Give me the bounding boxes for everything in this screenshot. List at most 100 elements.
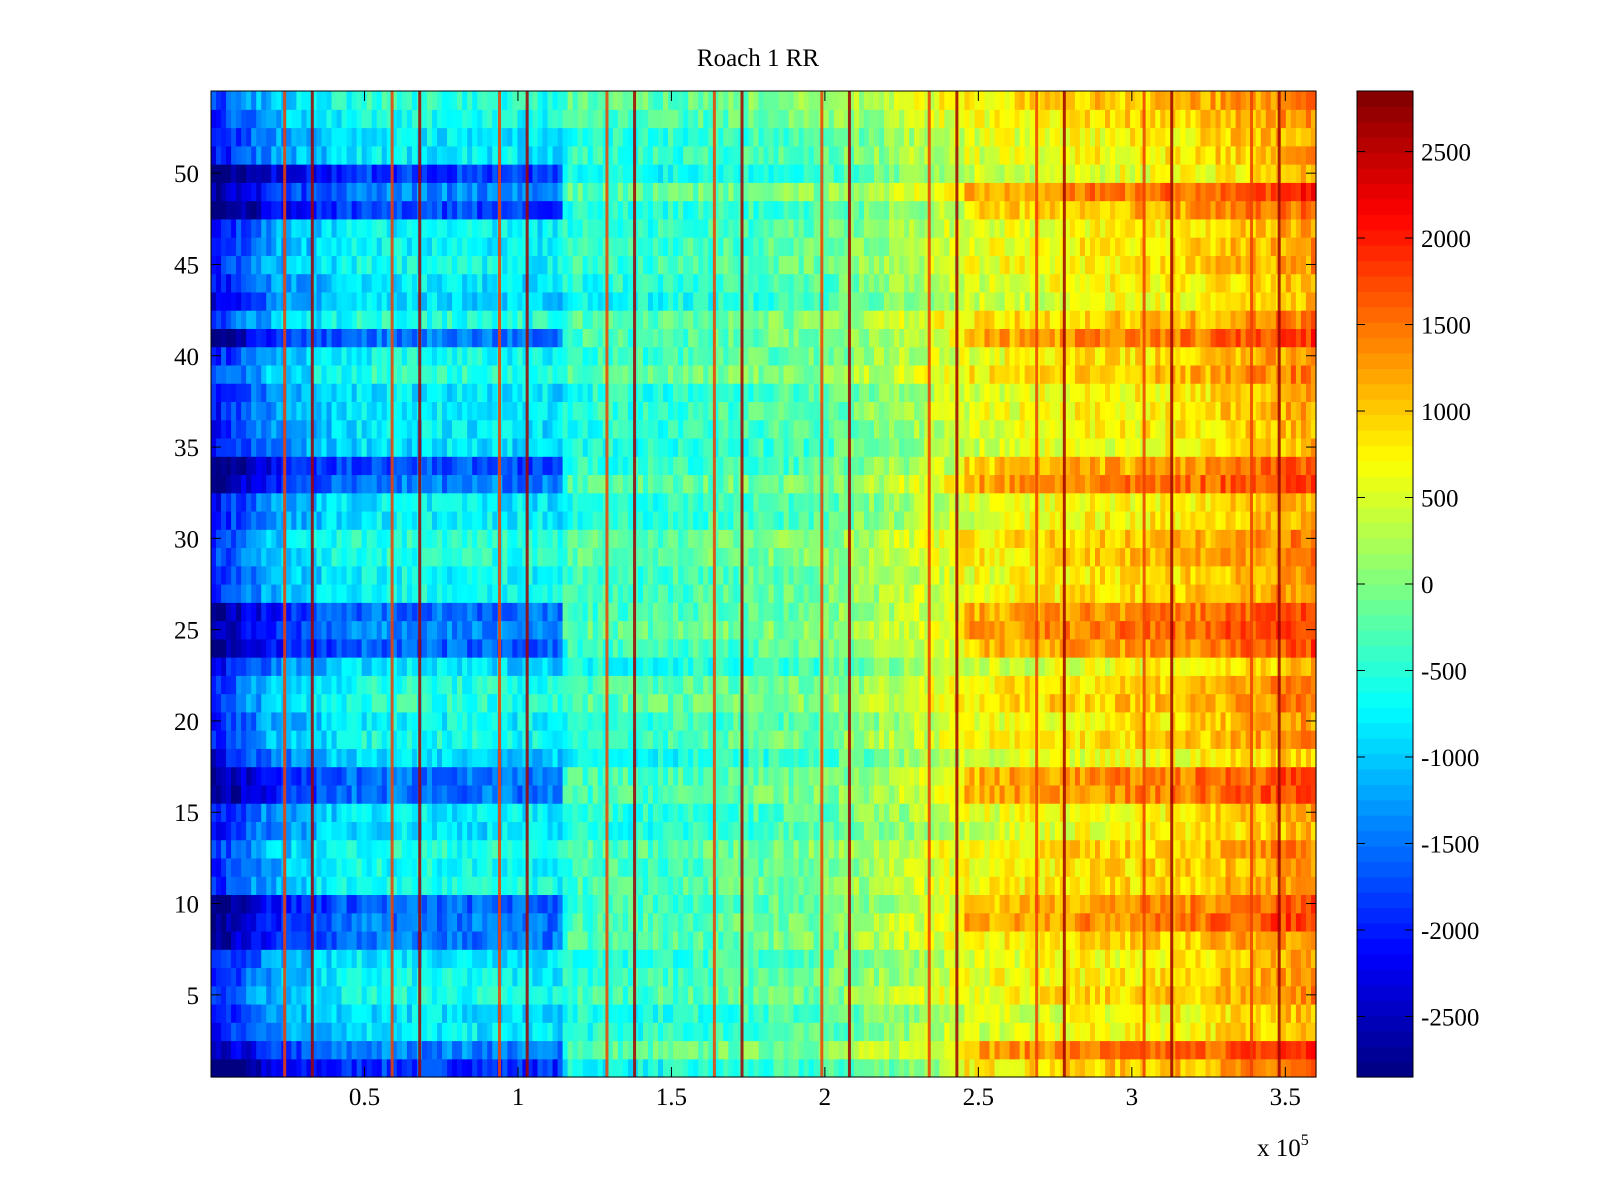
heatmap-cell (1235, 784, 1242, 804)
heatmap-cell (1280, 748, 1287, 768)
heatmap-cell (1039, 748, 1046, 768)
heatmap-cell (1120, 967, 1126, 987)
heatmap-cell (778, 1058, 785, 1078)
heatmap-cell (683, 784, 689, 804)
heatmap-cell (1069, 803, 1076, 822)
heatmap-cell (1235, 1003, 1242, 1023)
heatmap-cell (778, 1022, 785, 1042)
heatmap-cell (1245, 912, 1252, 932)
heatmap-cell (386, 748, 393, 768)
heatmap-cell (421, 675, 428, 695)
heatmap-cell (1190, 711, 1197, 731)
heatmap-cell (1200, 967, 1207, 987)
heatmap-cell (919, 675, 925, 695)
heatmap-cell (592, 985, 599, 1005)
heatmap-cell (1180, 1022, 1187, 1042)
heatmap-cell (1305, 949, 1312, 969)
heatmap-cell (1310, 748, 1317, 768)
heatmap-cell (944, 1058, 950, 1078)
heatmap-cell (969, 949, 976, 969)
heatmap-cell (371, 675, 378, 695)
heatmap-cell (1110, 967, 1116, 987)
heatmap-cell (813, 912, 820, 932)
heatmap-cell (1205, 766, 1212, 786)
heatmap-cell (653, 912, 659, 932)
heatmap-cell (442, 675, 448, 695)
heatmap-cell (286, 1022, 292, 1042)
heatmap-cell (477, 967, 483, 987)
heatmap-cell (527, 1058, 534, 1078)
heatmap-cell (502, 930, 508, 950)
heatmap-cell (371, 912, 378, 932)
heatmap-cell (221, 675, 227, 695)
heatmap-cell (597, 1003, 604, 1023)
heatmap-cell (833, 876, 840, 896)
heatmap-cell (326, 985, 333, 1005)
heatmap-cell (622, 857, 629, 877)
heatmap-cell (286, 657, 292, 676)
heatmap-cell (477, 693, 483, 713)
heatmap-cell (984, 876, 991, 896)
heatmap-cell (346, 894, 353, 914)
heatmap-cell (487, 857, 493, 877)
heatmap-cell (577, 730, 584, 749)
heatmap-cell (442, 657, 448, 676)
heatmap-cell (924, 1058, 930, 1078)
heatmap-cell (1160, 1022, 1166, 1042)
heatmap-cell (718, 1058, 724, 1078)
heatmap-cell (637, 894, 644, 914)
heatmap-cell (1220, 839, 1227, 859)
heatmap-cell (939, 766, 945, 786)
heatmap-cell (1150, 784, 1156, 804)
heatmap-cell (1190, 857, 1197, 877)
heatmap-cell (823, 985, 830, 1005)
heatmap-cell (472, 949, 478, 969)
heatmap-cell (1285, 949, 1292, 969)
heatmap-cell (853, 967, 860, 987)
heatmap-cell (894, 912, 900, 932)
heatmap-cell (627, 675, 634, 695)
heatmap-cell (276, 766, 282, 786)
heatmap-cell (617, 693, 624, 713)
heatmap-cell (693, 784, 699, 804)
heatmap-cell (1225, 675, 1232, 695)
heatmap-cell (1270, 675, 1277, 695)
heatmap-cell (1009, 930, 1016, 950)
heatmap-cell (1014, 985, 1021, 1005)
heatmap-cell (1145, 1022, 1151, 1042)
heatmap-cell (733, 1022, 739, 1042)
heatmap-cell (1190, 784, 1197, 804)
heatmap-cell (999, 784, 1006, 804)
heatmap-cell (582, 693, 589, 713)
heatmap-cell (899, 748, 905, 768)
heatmap-cell (301, 693, 308, 713)
heatmap-cell (673, 766, 679, 786)
heatmap-cell (974, 912, 981, 932)
heatmap-cell (1074, 748, 1081, 768)
heatmap-cell (617, 912, 624, 932)
heatmap-cell (693, 657, 699, 676)
heatmap-cell (411, 821, 418, 841)
heatmap-cell (934, 985, 940, 1005)
heatmap-cell (1205, 784, 1212, 804)
heatmap-cell (723, 967, 729, 987)
heatmap-cell (592, 784, 599, 804)
heatmap-cell (256, 839, 262, 859)
heatmap-cell (1175, 912, 1181, 932)
heatmap-cell (1145, 912, 1151, 932)
heatmap-cell (492, 857, 498, 877)
heatmap-cell (477, 803, 483, 822)
heatmap-cell (231, 1058, 237, 1078)
heatmap-cell (391, 1003, 398, 1023)
heatmap-cell (974, 784, 981, 804)
heatmap-cell (969, 1040, 976, 1060)
heatmap-cell (773, 930, 780, 950)
heatmap-cell (1004, 1040, 1011, 1060)
heatmap-cell (863, 711, 870, 731)
heatmap-cell (256, 1003, 262, 1023)
heatmap-cell (607, 748, 614, 768)
heatmap-cell (964, 784, 971, 804)
heatmap-cell (949, 821, 955, 841)
heatmap-cell (808, 1022, 815, 1042)
heatmap-cell (1120, 1040, 1126, 1060)
